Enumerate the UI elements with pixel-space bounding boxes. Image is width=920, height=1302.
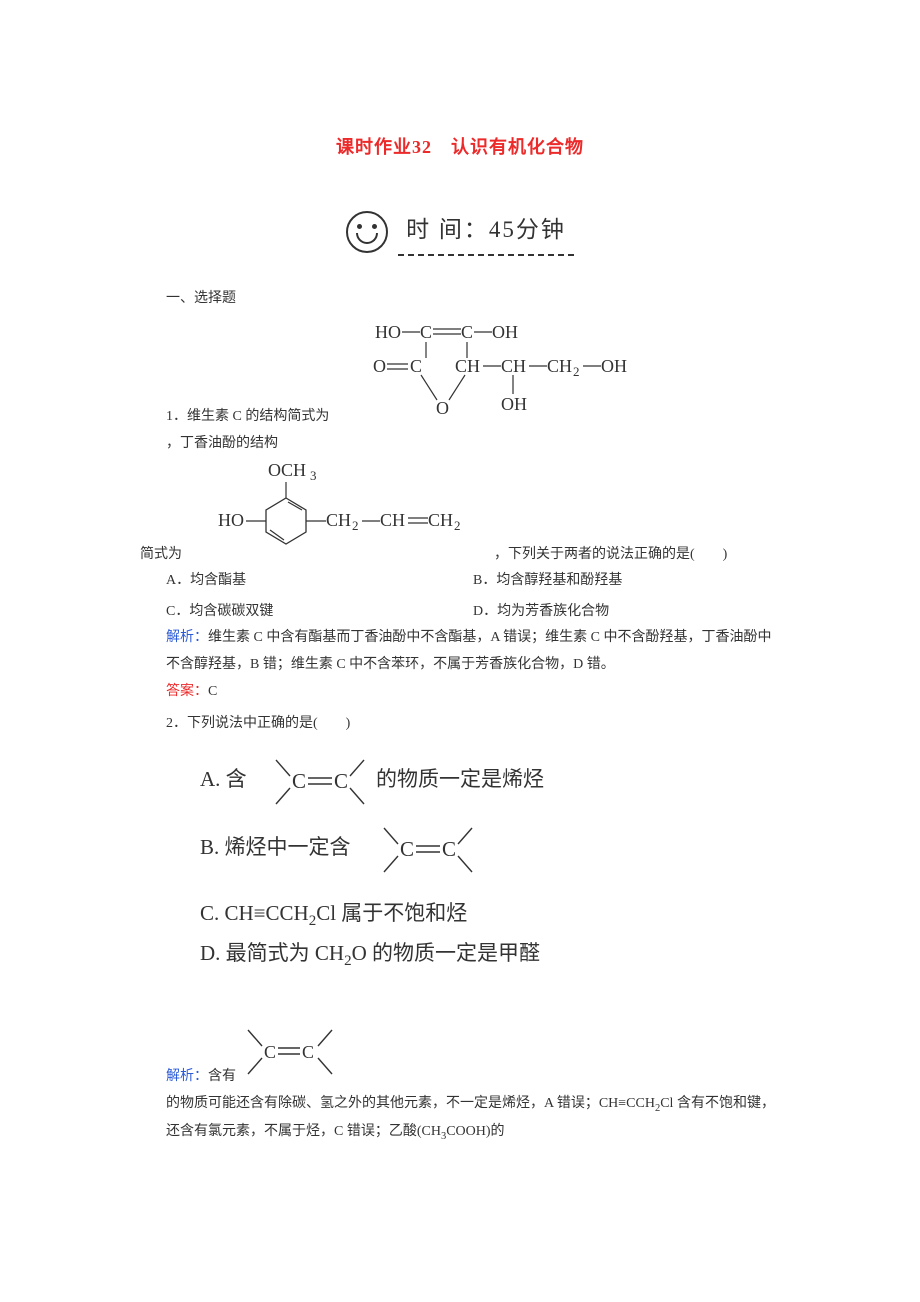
svg-text:C: C [334, 769, 348, 793]
svg-text:2: 2 [573, 364, 580, 379]
svg-text:C: C [302, 1042, 314, 1062]
q1-option-b: B．均含醇羟基和酚羟基 [473, 568, 780, 595]
q1-explain-text: 维生素 C 中含有酯基而丁香油酚中不含酯基，A 错误；维生素 C 中不含酚羟基，… [166, 630, 772, 672]
svg-text:C: C [264, 1042, 276, 1062]
section-heading: 一、选择题 [166, 286, 780, 313]
q2-explain: 解析： 含有 C C 的物质可能还含有除碳、氢 [166, 1024, 780, 1146]
q1-option-c: C．均含碳碳双键 [166, 599, 473, 626]
svg-text:C: C [410, 356, 422, 376]
svg-text:2: 2 [352, 518, 359, 533]
svg-text:CH: CH [380, 510, 405, 530]
svg-text:B. 烯烃中一定含: B. 烯烃中一定含 [200, 835, 351, 859]
q1-mid: ，丁香油酚的结构 [166, 431, 278, 458]
svg-text:A. 含: A. 含 [200, 767, 247, 791]
question-2: 2．下列说法中正确的是( ) A. 含 C C [140, 711, 780, 1146]
svg-text:OCH: OCH [268, 460, 306, 480]
q1-option-a: A．均含酯基 [166, 568, 473, 595]
q1-lead2: 简式为 [140, 542, 182, 569]
question-1: 1．维生素 C 的结构简式为 HO C C OH O [140, 320, 780, 705]
svg-text:OH: OH [601, 356, 627, 376]
svg-text:C: C [292, 769, 306, 793]
svg-text:CH: CH [547, 356, 572, 376]
q2-explain-post: 的物质可能还含有除碳、氢之外的其他元素，不一定是烯烃，A 错误；CH≡CCH2C… [166, 1091, 780, 1146]
svg-text:的物质一定是烯烃: 的物质一定是烯烃 [376, 767, 544, 791]
explain-label: 解析： [166, 630, 208, 645]
svg-text:C: C [420, 322, 432, 342]
answer-label: 答案： [166, 684, 208, 699]
q2-explain-pre: 含有 [208, 1064, 236, 1091]
page-title: 课时作业32 认识有机化合物 [140, 130, 780, 164]
q1-answer: 答案：C [166, 679, 780, 706]
cc-double-bond-fragment: C C [242, 1024, 342, 1091]
svg-text:C. CH≡CCH2Cl 属于不饱和烃: C. CH≡CCH2Cl 属于不饱和烃 [200, 901, 467, 929]
svg-text:3: 3 [310, 468, 317, 483]
svg-text:CH: CH [326, 510, 351, 530]
svg-text:C: C [442, 837, 456, 861]
q1-explain: 解析：维生素 C 中含有酯基而丁香油酚中不含酯基，A 错误；维生素 C 中不含酚… [166, 625, 780, 678]
svg-text:O: O [436, 398, 449, 418]
timer-text: 时 间：45分钟 [398, 208, 574, 256]
svg-text:OH: OH [501, 394, 527, 414]
svg-text:CH: CH [501, 356, 526, 376]
smile-icon [346, 211, 388, 253]
explain-label: 解析： [166, 1064, 208, 1091]
svg-text:2: 2 [454, 518, 461, 533]
timer-banner: 时 间：45分钟 [346, 208, 574, 256]
q1-option-d: D．均为芳香族化合物 [473, 599, 780, 626]
svg-text:O: O [373, 356, 386, 376]
q2-lead: 2．下列说法中正确的是( ) [166, 711, 350, 738]
eugenol-structure: OCH3 HO CH2 CH [188, 458, 488, 569]
q1-lead: 1．维生素 C 的结构简式为 [166, 404, 329, 431]
q1-tail: ，下列关于两者的说法正确的是( ) [494, 542, 727, 569]
svg-text:C: C [461, 322, 473, 342]
q2-options-figure: A. 含 C C 的物质一定是烯烃 B. 烯烃中一定含 [200, 746, 780, 1017]
svg-text:OH: OH [492, 322, 518, 342]
svg-text:HO: HO [218, 510, 244, 530]
svg-text:C: C [400, 837, 414, 861]
svg-text:CH: CH [428, 510, 453, 530]
q1-answer-value: C [208, 684, 217, 699]
vitamin-c-structure: HO C C OH O C CH [335, 320, 665, 431]
svg-text:HO: HO [375, 322, 401, 342]
svg-text:CH: CH [455, 356, 480, 376]
svg-text:D. 最简式为 CH2O 的物质一定是甲醛: D. 最简式为 CH2O 的物质一定是甲醛 [200, 941, 540, 969]
